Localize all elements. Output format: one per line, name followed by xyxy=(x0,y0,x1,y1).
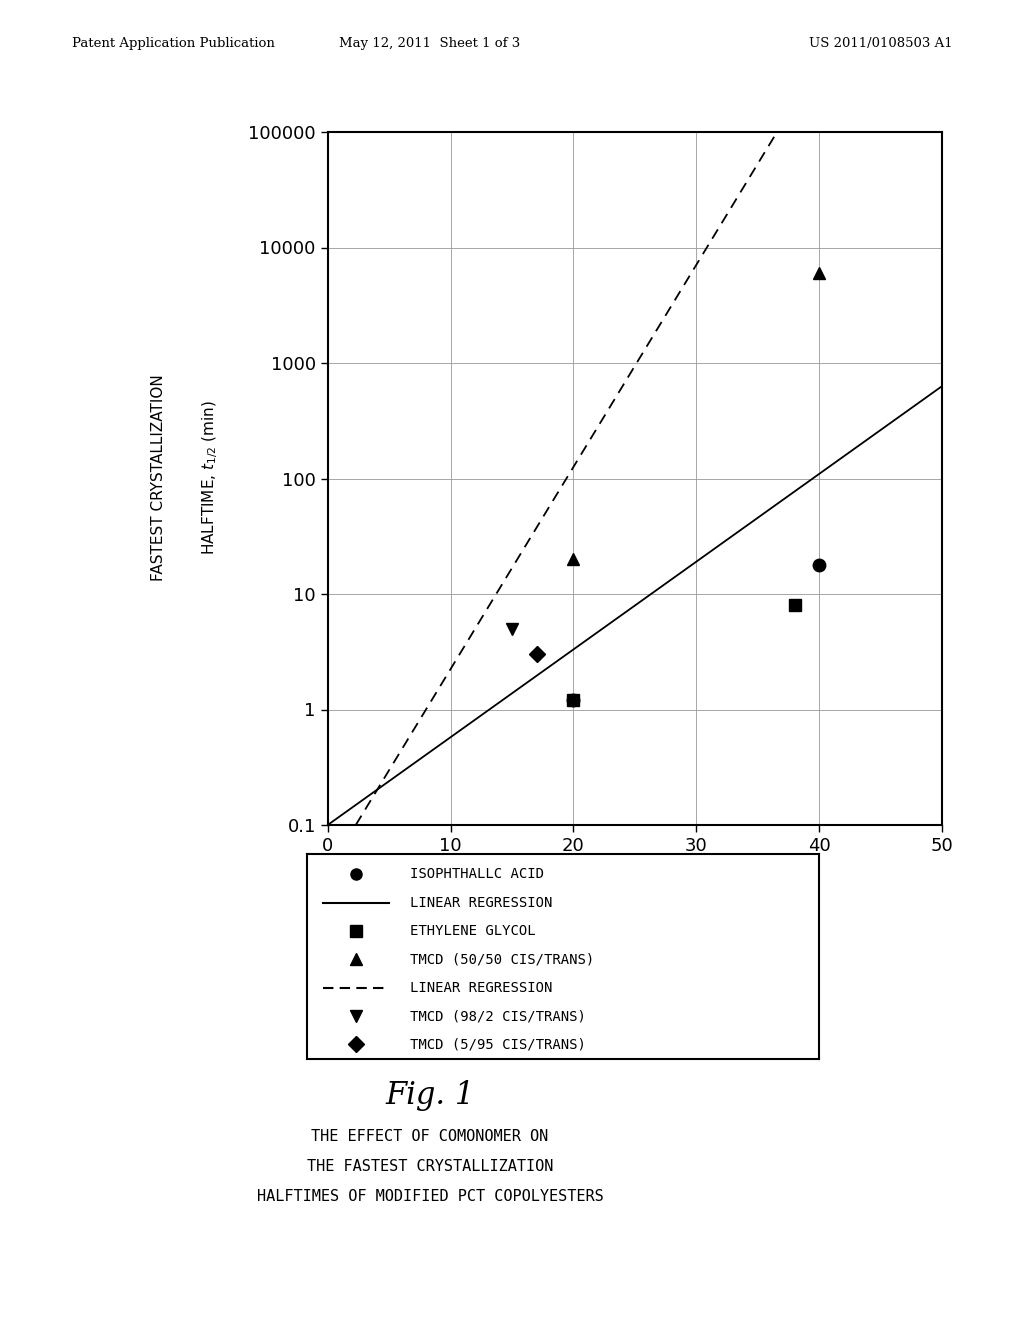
Text: ETHYLENE GLYCOL: ETHYLENE GLYCOL xyxy=(410,924,536,939)
Text: LINEAR REGRESSION: LINEAR REGRESSION xyxy=(410,981,552,995)
Text: ISOPHTHALLC ACID: ISOPHTHALLC ACID xyxy=(410,867,544,882)
Text: LINEAR REGRESSION: LINEAR REGRESSION xyxy=(410,896,552,909)
Text: TMCD (5/95 CIS/TRANS): TMCD (5/95 CIS/TRANS) xyxy=(410,1038,586,1051)
Text: HALFTIMES OF MODIFIED PCT COPOLYESTERS: HALFTIMES OF MODIFIED PCT COPOLYESTERS xyxy=(257,1189,603,1204)
Text: May 12, 2011  Sheet 1 of 3: May 12, 2011 Sheet 1 of 3 xyxy=(339,37,521,50)
Text: THE EFFECT OF COMONOMER ON: THE EFFECT OF COMONOMER ON xyxy=(311,1129,549,1143)
Text: FASTEST CRYSTALLIZATION: FASTEST CRYSTALLIZATION xyxy=(152,375,166,581)
Text: HALFTIME, $t_{1/2}$ (min): HALFTIME, $t_{1/2}$ (min) xyxy=(200,400,220,556)
Text: TMCD (50/50 CIS/TRANS): TMCD (50/50 CIS/TRANS) xyxy=(410,953,594,966)
Text: Fig. 1: Fig. 1 xyxy=(385,1080,475,1110)
Text: THE FASTEST CRYSTALLIZATION: THE FASTEST CRYSTALLIZATION xyxy=(307,1159,553,1173)
Text: US 2011/0108503 A1: US 2011/0108503 A1 xyxy=(809,37,952,50)
X-axis label: MOL% COMONOMER: MOL% COMONOMER xyxy=(527,869,742,888)
Text: Patent Application Publication: Patent Application Publication xyxy=(72,37,274,50)
Text: TMCD (98/2 CIS/TRANS): TMCD (98/2 CIS/TRANS) xyxy=(410,1008,586,1023)
